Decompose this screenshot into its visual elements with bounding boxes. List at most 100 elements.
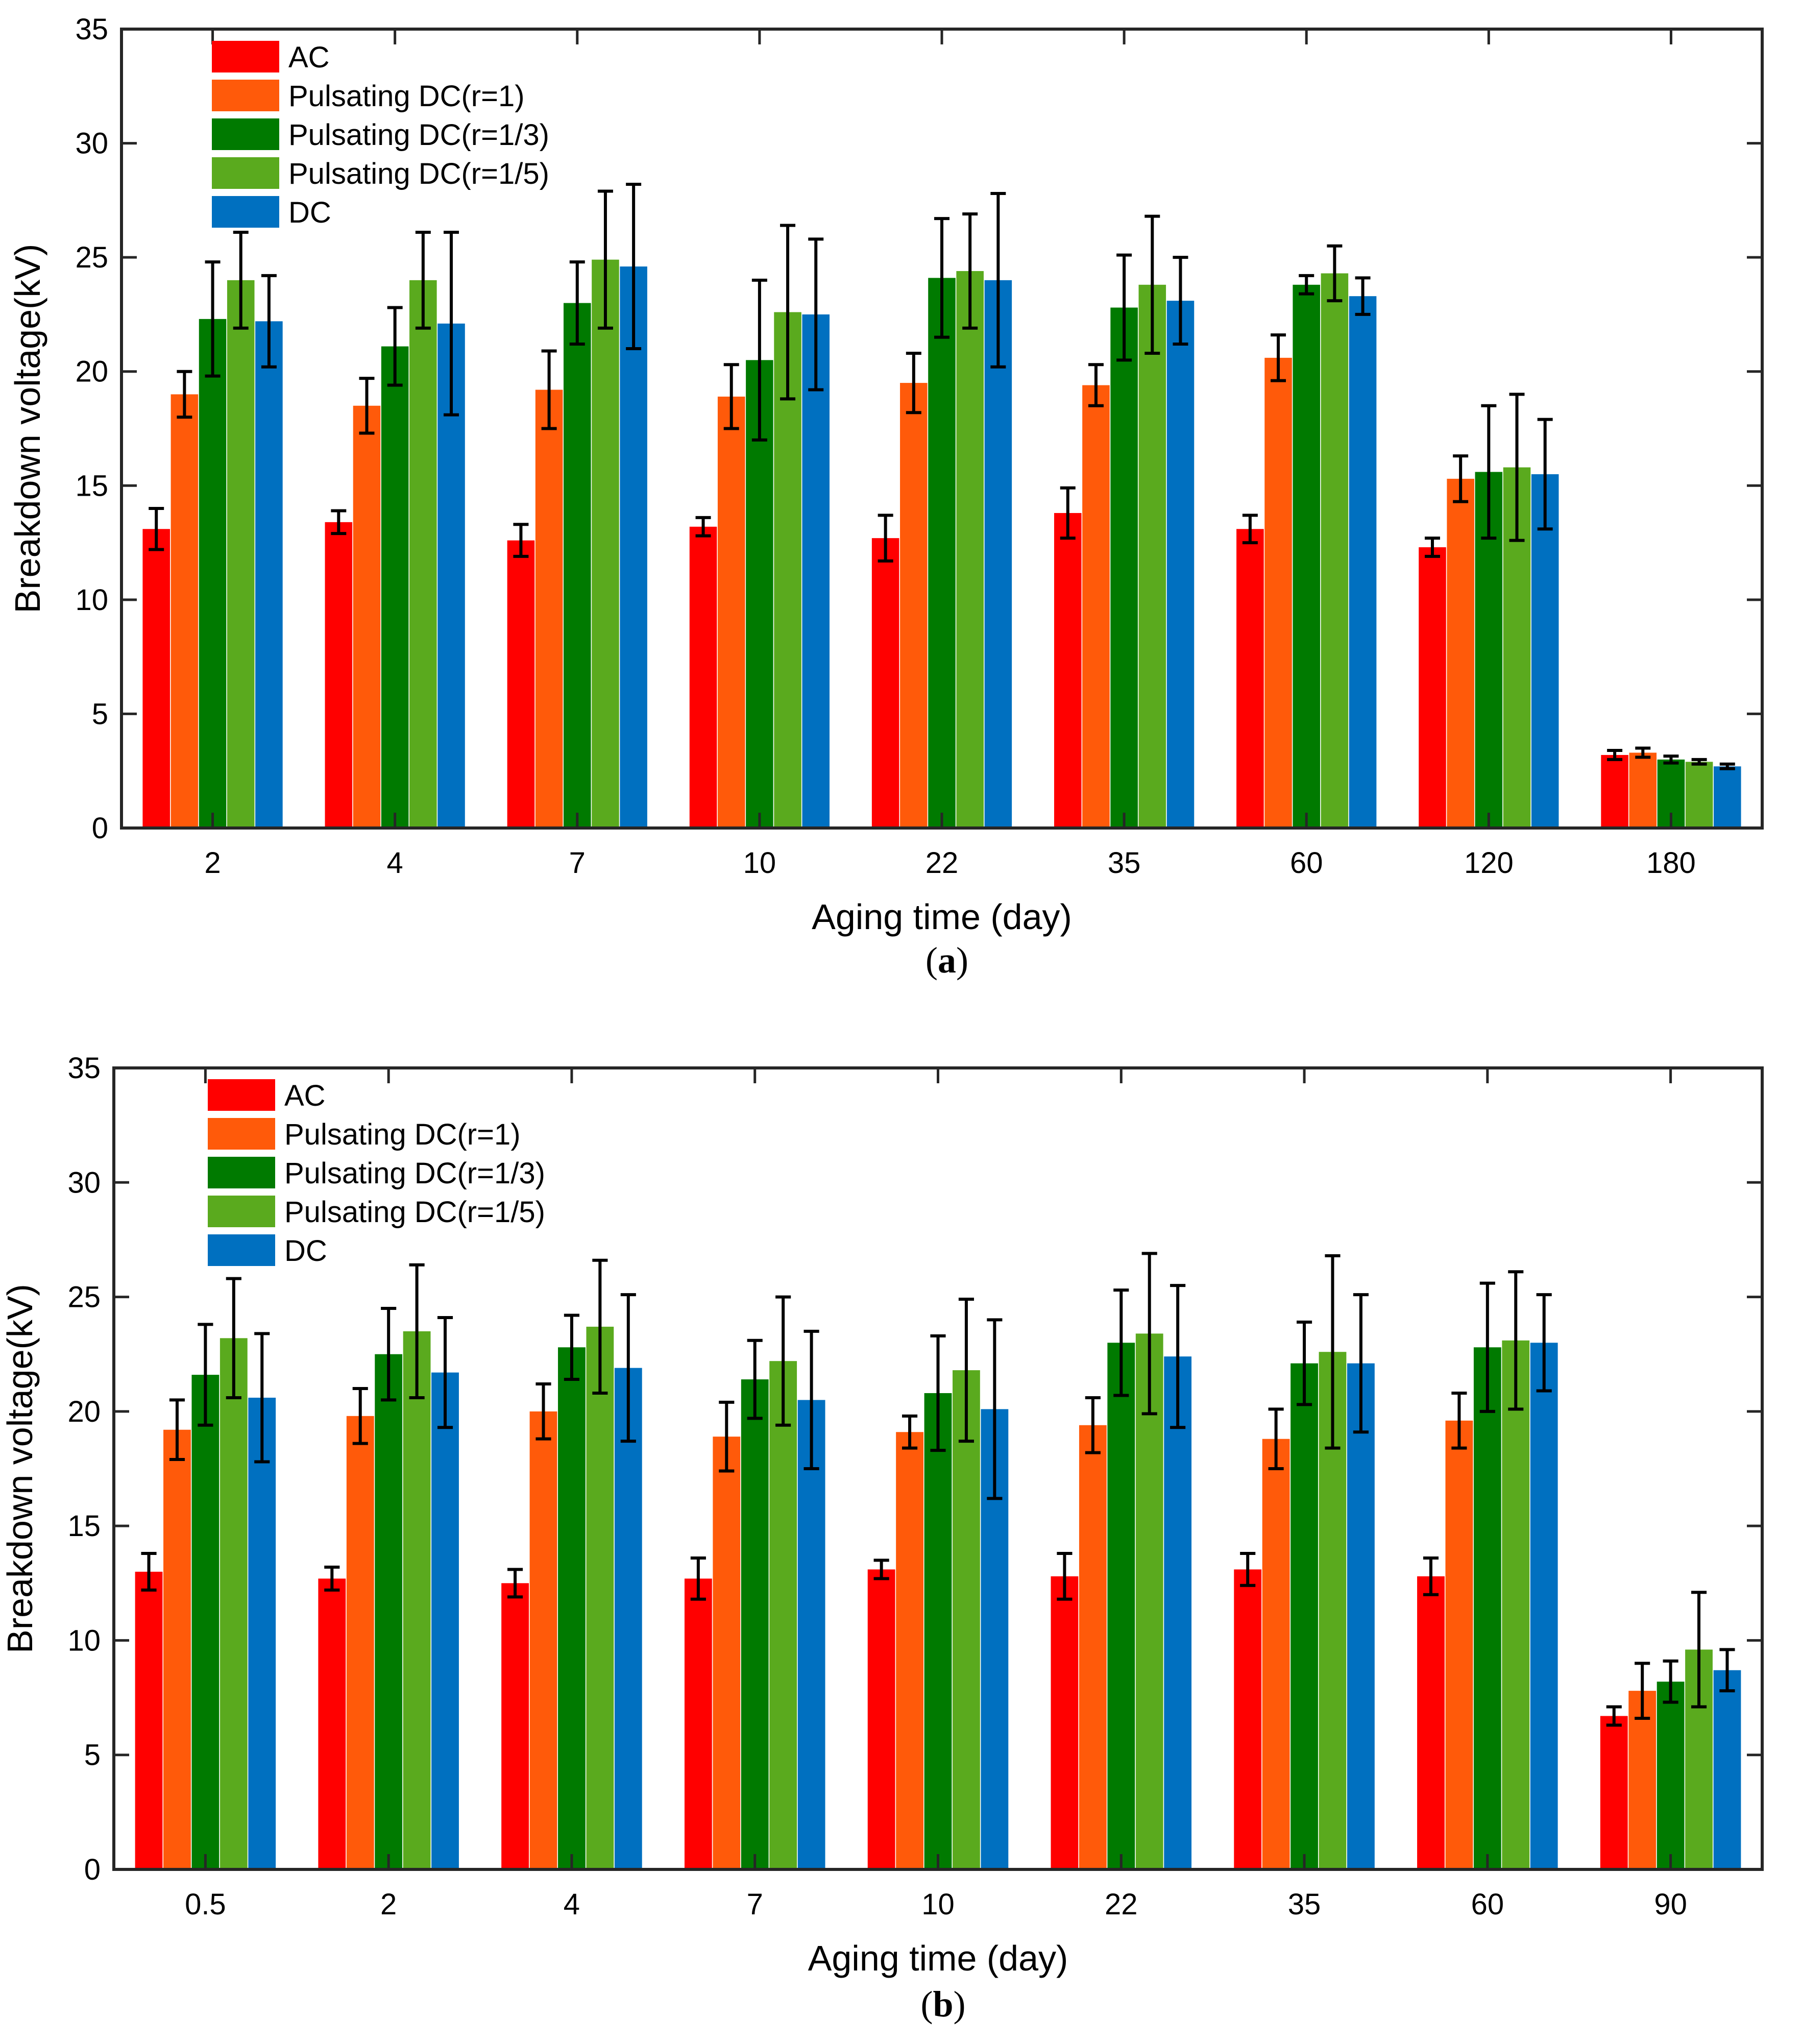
bar [1236,529,1264,828]
bar [713,1437,741,1869]
error-bar [1242,514,1258,545]
error-bar [1663,1659,1678,1704]
legend-swatch [208,1157,275,1188]
bar [1685,762,1713,828]
error-bar [620,1293,636,1443]
bar [142,529,170,828]
error-bar [254,1332,270,1464]
y-tick-label: 15 [67,1510,101,1543]
error-bar [409,1263,425,1399]
error-bar [415,230,431,330]
error-bar [747,1339,763,1420]
bar [1447,478,1474,828]
error-bar [1299,274,1314,296]
bar [1082,385,1110,828]
caption-close: ) [954,1984,966,2025]
bar [620,266,647,828]
error-bar [1353,1293,1369,1434]
bar [1502,1340,1530,1869]
legend: AC Pulsating DC(r=1) Pulsating DC(r=1/3) Pu… [208,1079,545,1268]
error-bar [1113,1288,1129,1397]
error-bar [1536,1293,1552,1393]
x-tick-label: 60 [1290,846,1323,880]
error-bar [1240,1551,1256,1587]
error-bar [1085,1396,1101,1454]
error-bar [626,183,642,350]
error-bar [149,507,164,551]
y-tick-label: 20 [75,355,108,388]
bar [896,1432,923,1869]
caption-letter: a [938,940,956,981]
error-bar [1635,1662,1650,1720]
bar [1164,1356,1192,1869]
bar [1600,1716,1628,1869]
bar [1601,755,1628,828]
bar [1079,1425,1107,1869]
y-tick-label: 15 [75,469,108,502]
bar [1293,284,1321,828]
y-tick-label: 35 [67,1052,101,1085]
bar [1234,1569,1262,1869]
bar [1349,296,1377,828]
bar [1051,1576,1079,1869]
bar [529,1411,557,1869]
error-bar [324,1565,340,1592]
bar [867,1569,895,1869]
legend-swatch [212,157,279,189]
bar [325,522,353,828]
x-tick-label: 90 [1654,1888,1687,1921]
bar [1166,301,1195,828]
error-bar [1635,746,1651,759]
error-bar [331,509,347,536]
bar [1417,1576,1445,1869]
bar [1138,284,1166,828]
bar [1530,1343,1558,1869]
error-bar [902,1414,918,1450]
error-bar [1327,244,1343,303]
x-tick-label: 22 [1105,1888,1138,1921]
bar [346,1416,374,1869]
error-bar [780,224,796,401]
error-bar [1268,1407,1284,1470]
error-bar [775,1295,791,1427]
bar [1714,766,1741,828]
x-tick-label: 10 [743,846,776,880]
bar [135,1571,163,1869]
error-bar [751,278,767,442]
chart-panel-b: 0 5 10 15 20 25 30 35 0.5 2 4 7 10 22 35 60 90 Aging time… [0,1052,1764,2025]
legend-swatch [212,118,279,150]
bar [797,1400,825,1869]
error-bar [513,523,529,558]
error-bar [803,1329,819,1470]
error-bar [1481,404,1497,540]
x-axis-title: Aging time (day) [812,897,1072,937]
y-tick-label: 30 [67,1166,101,1199]
error-bar [930,1334,946,1452]
error-bar [437,1316,453,1429]
error-bar [205,260,221,378]
legend-swatch [208,1079,275,1111]
bar [403,1331,431,1869]
bar [1262,1439,1290,1869]
legend: AC Pulsating DC(r=1) Pulsating DC(r=1/3) Pu… [212,41,549,229]
bar [1628,1691,1657,1869]
x-tick-label: 4 [387,846,403,880]
x-tick-label: 60 [1471,1888,1504,1921]
y-tick-label: 35 [75,13,108,46]
bar [535,390,563,828]
y-axis-title: Breakdown voltage(kV) [8,244,47,614]
caption-open: ( [926,940,938,981]
bar [741,1379,769,1869]
y-tick-label: 25 [67,1281,101,1314]
error-bar [934,217,949,339]
error-bar [359,377,375,435]
bar [501,1583,529,1869]
error-bar [541,349,557,430]
x-tick-label: 10 [921,1888,955,1921]
error-bar [169,1398,185,1462]
error-bar [597,189,613,330]
legend-label: DC [288,196,331,229]
legend-label: Pulsating DC(r=1/5) [284,1196,545,1229]
bar [1347,1363,1375,1869]
